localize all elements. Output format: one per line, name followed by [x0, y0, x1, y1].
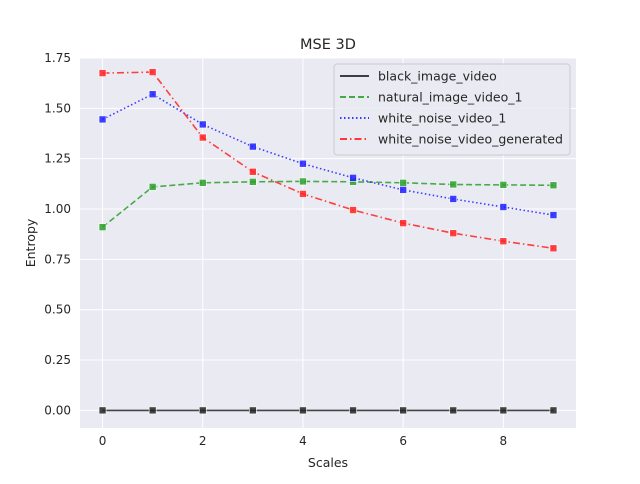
data-point: [98, 406, 107, 415]
x-tick-label: 4: [299, 434, 307, 448]
y-tick-labels: 0.00 0.25 0.50 0.75 1.00 1.25 1.50 1.75: [44, 51, 71, 417]
data-point: [399, 406, 407, 415]
data-point: [249, 178, 257, 186]
legend-label: white_noise_video_1: [378, 111, 506, 126]
series-line: [102, 93, 554, 216]
data-point: [249, 167, 257, 176]
x-tick-label: 0: [99, 434, 107, 448]
data-point: [98, 115, 107, 124]
data-point: [148, 90, 157, 99]
series-white_noise_video_1: [98, 90, 558, 219]
y-tick-label: 0.75: [44, 252, 71, 266]
legend-box: [333, 63, 571, 156]
data-point: [449, 180, 458, 189]
data-point: [299, 159, 307, 168]
data-point: [198, 179, 207, 187]
data-point: [549, 244, 558, 253]
data-point: [98, 69, 107, 77]
x-tick-label: 8: [500, 434, 508, 448]
data-point: [399, 179, 407, 187]
data-point: [399, 219, 407, 227]
legend-label: white_noise_video_generated: [378, 132, 563, 147]
data-point: [198, 406, 207, 415]
y-axis-label: Entropy: [23, 218, 38, 267]
series-line: [102, 71, 554, 250]
series-white_noise_video_generated: [98, 68, 558, 253]
data-point: [299, 406, 307, 415]
data-point: [249, 406, 257, 415]
series-lines: [98, 68, 558, 415]
data-point: [98, 223, 107, 231]
data-point: [148, 183, 157, 191]
data-point: [349, 206, 357, 214]
data-point: [399, 186, 407, 194]
y-tick-label: 0.25: [44, 353, 71, 367]
data-point: [349, 174, 357, 182]
data-point: [499, 237, 508, 246]
legend: black_image_video natural_image_video_1wh…: [333, 63, 571, 156]
data-point: [549, 181, 558, 190]
x-tick-label: 2: [199, 434, 207, 448]
data-point: [499, 203, 508, 211]
series-black_image_video: [98, 406, 558, 415]
y-tick-label: 1.00: [44, 202, 71, 216]
data-point: [449, 195, 458, 203]
data-point: [449, 406, 458, 415]
data-point: [299, 177, 307, 186]
data-point: [198, 120, 207, 129]
y-tick-label: 1.75: [44, 51, 71, 65]
y-tick-label: 0.00: [44, 403, 71, 417]
data-point: [148, 406, 157, 415]
chart-title: MSE 3D: [300, 37, 356, 53]
x-axis-label: Scales: [308, 455, 348, 470]
series-line: [101, 180, 554, 228]
legend-label: natural_image_video_1: [378, 90, 522, 105]
y-tick-label: 1.25: [44, 152, 71, 166]
data-point: [499, 406, 508, 415]
x-tick-label: 6: [399, 434, 407, 448]
data-point: [549, 406, 558, 415]
series-natural_image_video_1: [98, 177, 558, 231]
data-point: [499, 181, 508, 189]
y-tick-label: 1.50: [44, 101, 71, 115]
x-tick-labels: 0 2 4 6 8: [99, 434, 507, 448]
data-point: [349, 406, 357, 415]
legend-label: black_image_video: [378, 69, 497, 84]
data-point: [449, 229, 458, 237]
data-point: [148, 68, 157, 76]
data-point: [299, 190, 307, 198]
data-point: [249, 142, 257, 151]
data-point: [549, 211, 558, 219]
data-point: [198, 133, 207, 142]
y-tick-label: 0.50: [44, 303, 71, 317]
